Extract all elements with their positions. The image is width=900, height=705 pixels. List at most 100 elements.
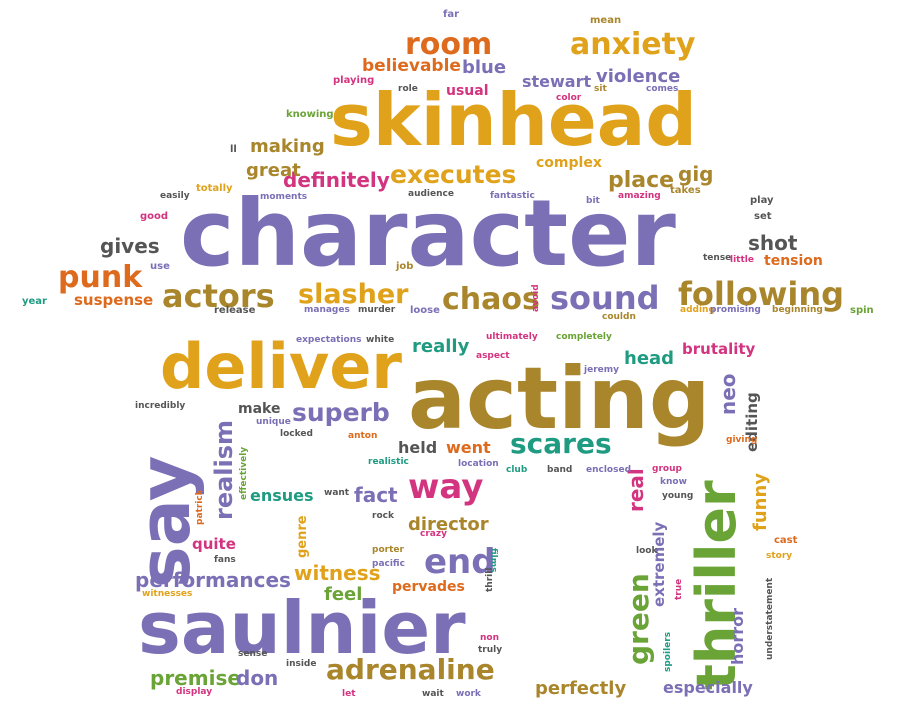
word-expectations: expectations bbox=[296, 335, 362, 345]
word-especially: especially bbox=[663, 678, 753, 697]
word-way: way bbox=[408, 467, 484, 507]
word-blue: blue bbox=[462, 57, 507, 78]
word-little: little bbox=[730, 255, 754, 265]
word-play: play bbox=[750, 195, 774, 206]
word-white: white bbox=[366, 335, 395, 345]
word-deliver: deliver bbox=[160, 330, 402, 403]
word-color: color bbox=[556, 93, 582, 103]
word-genre: genre bbox=[295, 515, 310, 558]
word-don: don bbox=[236, 666, 279, 690]
word-thrill: thrill bbox=[485, 567, 495, 592]
word-make: make bbox=[238, 401, 281, 417]
word-fantastic: fantastic bbox=[490, 191, 535, 201]
word-spin: spin bbox=[850, 305, 874, 316]
word-gig: gig bbox=[678, 162, 714, 186]
word-sound: sound bbox=[550, 279, 660, 317]
word-adding: adding bbox=[680, 305, 715, 315]
word-extremely: extremely bbox=[650, 521, 668, 607]
word-usual: usual bbox=[446, 83, 489, 99]
word-anton: anton bbox=[348, 431, 378, 441]
word-went: went bbox=[446, 438, 491, 457]
word-spoilers: spoilers bbox=[663, 631, 673, 672]
word-scares: scares bbox=[510, 427, 612, 460]
word-loose: loose bbox=[410, 305, 440, 316]
word-fact: fact bbox=[354, 483, 398, 507]
word-totally: totally bbox=[196, 183, 233, 194]
word-amazing: amazing bbox=[618, 191, 661, 201]
word-moments: moments bbox=[260, 192, 308, 202]
word-unique: unique bbox=[256, 417, 291, 427]
word-pacific: pacific bbox=[372, 559, 405, 569]
word-chaos: chaos bbox=[442, 282, 540, 317]
word-saulnier: saulnier bbox=[138, 586, 466, 670]
word-horror: horror bbox=[728, 607, 747, 665]
word-want: want bbox=[324, 488, 350, 498]
word-true: true bbox=[674, 578, 684, 600]
word-completely: completely bbox=[556, 332, 612, 342]
word-pervades: pervades bbox=[392, 579, 465, 595]
word-slasher: slasher bbox=[298, 279, 409, 310]
word-performances: performances bbox=[135, 568, 291, 592]
word-anxiety: anxiety bbox=[570, 27, 696, 62]
word-bit: bit bbox=[586, 196, 600, 206]
word-realistic: realistic bbox=[368, 457, 409, 467]
word-character: character bbox=[180, 180, 676, 287]
word-comes: comes bbox=[646, 84, 679, 94]
word-definitely: definitely bbox=[283, 168, 390, 192]
word-fans: fans bbox=[214, 555, 236, 565]
word-sense: sense bbox=[238, 649, 268, 659]
word-truly: truly bbox=[478, 645, 503, 655]
word-head: head bbox=[624, 348, 675, 369]
word-giving: giving bbox=[726, 435, 758, 445]
word-display: display bbox=[176, 687, 213, 697]
word-job: job bbox=[396, 261, 414, 272]
word-group: group bbox=[652, 464, 682, 474]
word-brutality: brutality bbox=[682, 340, 756, 358]
word-good: good bbox=[140, 211, 169, 222]
word-funny: funny bbox=[750, 472, 771, 531]
word-witnesses: witnesses bbox=[142, 589, 193, 599]
word-year: year bbox=[22, 296, 47, 307]
word-murder: murder bbox=[358, 305, 396, 315]
word-crazy: crazy bbox=[420, 529, 447, 539]
word-really: really bbox=[412, 336, 470, 357]
word-acting: acting bbox=[408, 349, 711, 449]
word-perfectly: perfectly bbox=[535, 678, 627, 699]
word-green: green bbox=[622, 573, 655, 665]
word-avoid: avoid bbox=[531, 284, 541, 312]
word-mean: mean bbox=[590, 15, 622, 26]
word-easily: easily bbox=[160, 191, 190, 201]
word-witness: witness bbox=[294, 561, 381, 585]
word-young: young bbox=[662, 491, 694, 501]
word-set: set bbox=[754, 211, 772, 222]
word-end: end bbox=[424, 542, 496, 582]
word-held: held bbox=[398, 438, 438, 457]
word-ll: ll bbox=[230, 144, 237, 155]
word-audience: audience bbox=[408, 189, 454, 199]
word-playing: playing bbox=[333, 75, 375, 86]
word-actors: actors bbox=[162, 277, 275, 315]
word-room: room bbox=[405, 27, 493, 62]
word-premise: premise bbox=[150, 666, 241, 690]
word-knowing: knowing bbox=[286, 109, 334, 120]
word-believable: believable bbox=[362, 56, 461, 76]
word-feel: feel bbox=[324, 584, 363, 605]
word-incredibly: incredibly bbox=[135, 401, 186, 411]
word-making: making bbox=[250, 136, 325, 157]
word-club: club bbox=[506, 465, 528, 475]
word-complex: complex bbox=[536, 155, 602, 171]
word-far: far bbox=[443, 9, 460, 20]
word-following: following bbox=[678, 275, 845, 313]
word-look: look bbox=[636, 546, 658, 556]
word-cast: cast bbox=[774, 535, 798, 546]
word-ensues: ensues bbox=[250, 486, 314, 505]
word-skinhead: skinhead bbox=[330, 78, 697, 162]
word-rock: rock bbox=[372, 511, 394, 521]
word-promising: promising bbox=[710, 305, 761, 315]
word-tension: tension bbox=[764, 253, 823, 269]
word-couldn: couldn bbox=[602, 312, 636, 322]
word-gives: gives bbox=[100, 234, 160, 258]
word-locked: locked bbox=[280, 429, 313, 439]
word-superb: superb bbox=[292, 398, 390, 427]
word-let: let bbox=[342, 689, 356, 699]
